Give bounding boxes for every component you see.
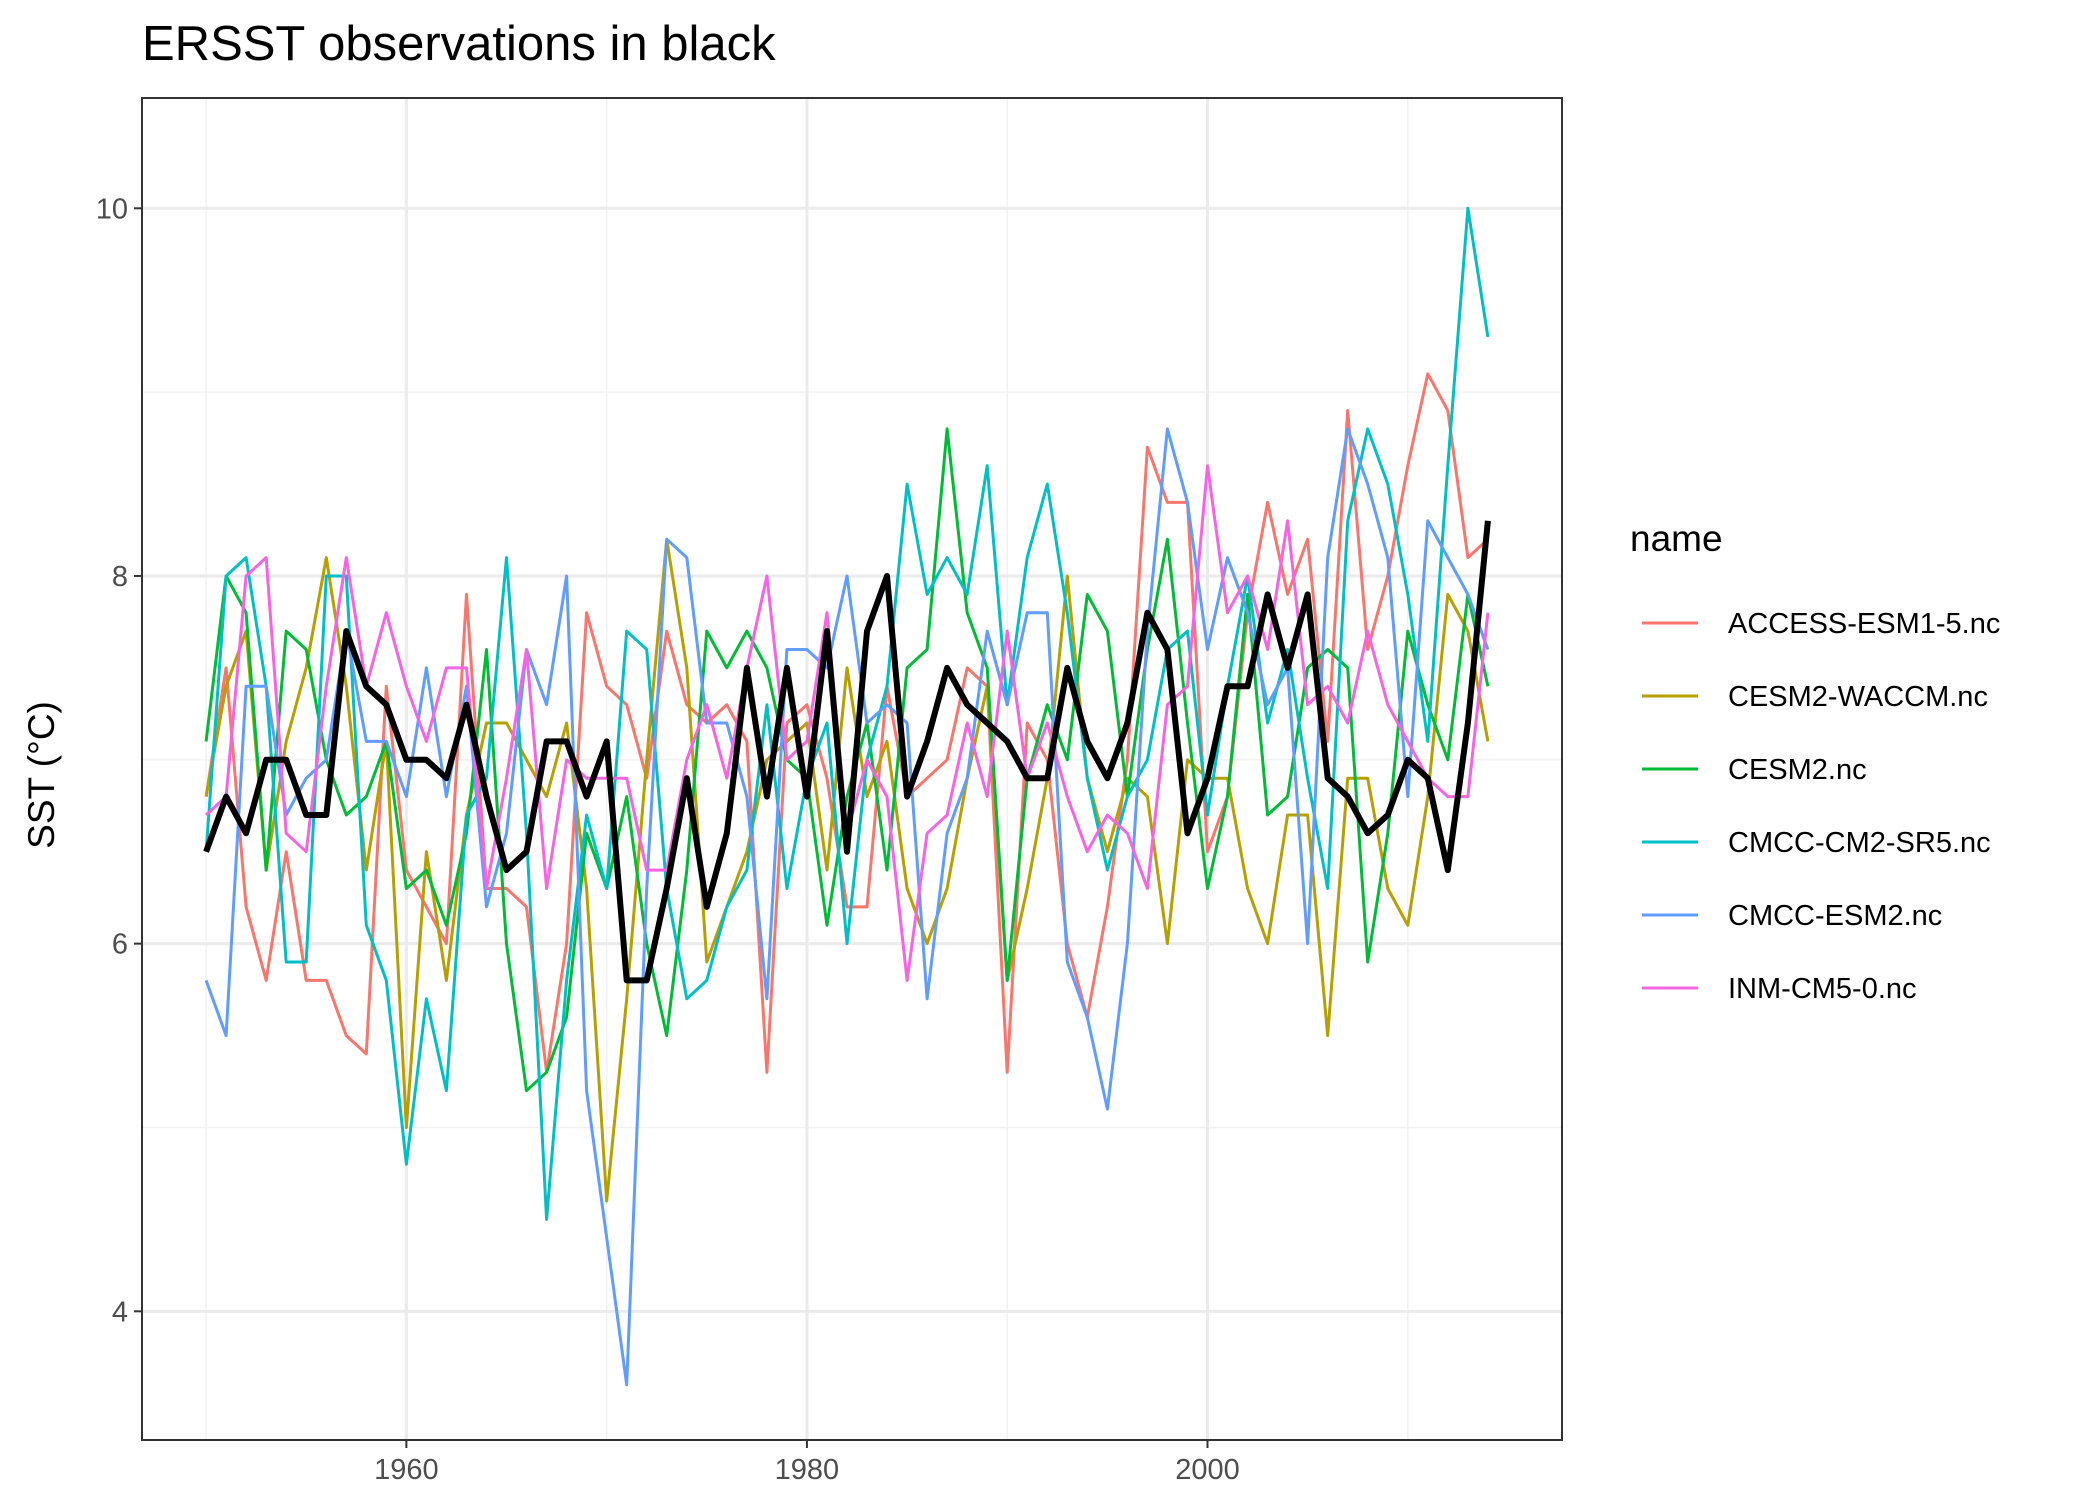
y-axis-title: SST (°C) — [21, 701, 62, 849]
series-line-4 — [204, 206, 1490, 1221]
y-tick-label: 4 — [112, 1296, 128, 1328]
chart-title: ERSST observations in black — [142, 17, 776, 71]
series-line-2 — [204, 537, 1490, 1203]
y-tick-label: 6 — [112, 929, 128, 961]
x-tick-label: 2000 — [1175, 1454, 1240, 1486]
series-line-1 — [204, 372, 1489, 1074]
legend-label: ACCESS-ESM1-5.nc — [1728, 608, 2000, 640]
legend-label: CMCC-ESM2.nc — [1728, 900, 1942, 932]
legend-label: CESM2.nc — [1728, 754, 1867, 786]
legend-label: CMCC-CM2-SR5.nc — [1728, 827, 1991, 859]
panel-border — [141, 97, 1563, 1441]
x-tick-label: 1960 — [374, 1454, 439, 1486]
legend-label: INM-CM5-0.nc — [1728, 973, 1917, 1005]
series-line-5 — [204, 427, 1490, 1387]
x-tick-label: 1980 — [775, 1454, 840, 1486]
series-line-3 — [204, 427, 1490, 1093]
plot-panel — [141, 97, 1563, 1441]
legend-title: name — [1630, 518, 1723, 559]
y-tick-label: 10 — [96, 193, 128, 225]
series-line-7 — [203, 520, 1491, 984]
x-axis: 1960 1980 2000 — [374, 1440, 1240, 1486]
legend-label: CESM2-WACCM.nc — [1728, 681, 1988, 713]
y-tick-label: 8 — [112, 561, 128, 593]
y-axis: 4 6 8 10 — [96, 193, 142, 1328]
legend: name ACCESS-ESM1-5.nc CESM2-WACCM.nc CESM2… — [1630, 518, 2000, 1005]
